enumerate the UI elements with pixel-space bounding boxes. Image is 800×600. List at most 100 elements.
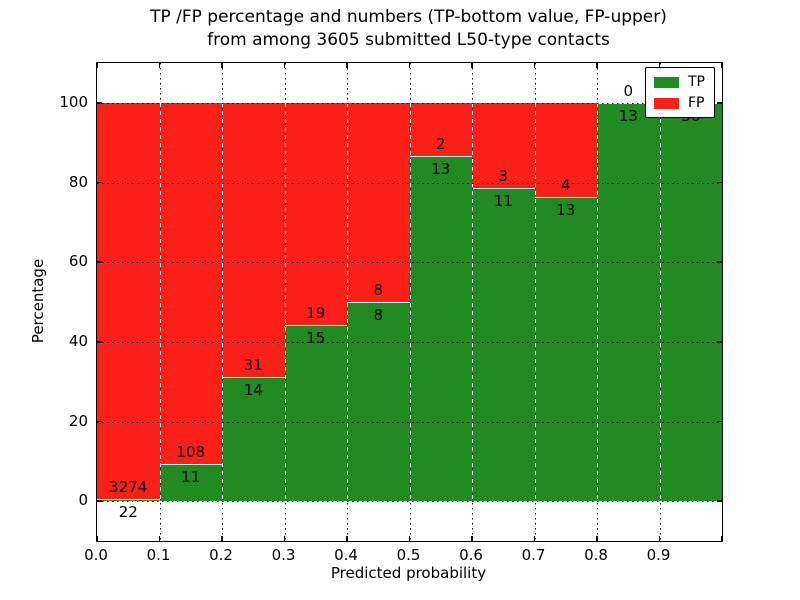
x-tick-label: 0.7 — [521, 546, 546, 564]
axis-tick — [97, 261, 102, 263]
axis-tick — [533, 536, 536, 541]
axis-tick — [721, 536, 723, 541]
x-tick-label: 0.8 — [584, 546, 608, 564]
axis-tick — [408, 63, 411, 68]
axis-tick — [221, 63, 223, 68]
axis-tick — [158, 536, 161, 541]
axis-tick — [596, 63, 598, 68]
axis-tick — [717, 181, 722, 184]
axis-tick — [97, 341, 102, 343]
axis-tick — [658, 63, 661, 68]
legend-entry-tp: TP — [654, 74, 705, 90]
x-gridline-overlay — [597, 102, 598, 502]
axis-tick — [346, 63, 348, 68]
y-gridline — [97, 102, 722, 104]
plot-area: 327422108113114191588213311413013036 TP … — [96, 62, 723, 542]
tp-count-label: 13 — [618, 106, 638, 125]
axis-tick — [283, 536, 286, 541]
fp-count-label: 3274 — [109, 477, 148, 496]
fp-count-label: 0 — [623, 81, 634, 100]
y-tick-label: 100 — [59, 92, 88, 111]
x-tick-label: 0.0 — [84, 546, 108, 564]
tp-bar-segment — [222, 377, 285, 502]
x-gridline-overlay — [534, 102, 536, 502]
axis-tick — [717, 341, 722, 343]
y-tick-label: 80 — [68, 172, 88, 191]
tp-count-label: 11 — [493, 192, 513, 211]
x-gridline-overlay — [472, 102, 473, 502]
x-tick-label: 0.5 — [396, 546, 421, 564]
fp-bar-segment — [347, 102, 410, 302]
axis-tick — [346, 536, 348, 541]
y-gridline — [97, 262, 722, 264]
tp-bar-segment — [159, 464, 222, 502]
axis-tick — [717, 420, 722, 423]
fp-bar-segment — [534, 102, 597, 197]
axis-tick — [97, 102, 102, 104]
legend-label-tp: TP — [688, 74, 705, 90]
tp-count-label: 13 — [431, 159, 451, 178]
x-gridline-overlay — [659, 102, 661, 502]
axis-tick — [283, 63, 286, 68]
x-gridline-overlay — [284, 102, 286, 502]
fp-bar-segment — [159, 102, 222, 465]
axis-tick — [471, 63, 473, 68]
y-axis-label: Percentage — [29, 258, 47, 344]
fp-color-swatch — [654, 97, 679, 109]
axis-tick — [97, 500, 102, 502]
fp-count-label: 3 — [498, 167, 509, 186]
y-tick-label: 20 — [68, 411, 88, 430]
x-gridline-overlay — [222, 102, 223, 502]
x-gridline-overlay — [159, 102, 161, 502]
legend: TP FP — [645, 67, 715, 118]
axis-tick — [97, 420, 102, 423]
axis-tick — [717, 500, 722, 502]
x-tick-label: 0.2 — [209, 546, 233, 564]
axis-tick — [596, 536, 598, 541]
fp-bar-segment — [222, 102, 285, 378]
x-tick-label: 0.6 — [459, 546, 483, 564]
x-axis-label: Predicted probability — [330, 564, 487, 582]
x-tick-label: 0.9 — [646, 546, 671, 564]
tp-bar-segment — [597, 102, 660, 502]
tp-bar-segment — [472, 188, 535, 502]
fp-bar-segment — [284, 102, 347, 326]
tp-bar-segment — [534, 196, 597, 502]
axis-tick — [97, 181, 102, 184]
legend-label-fp: FP — [688, 95, 705, 111]
x-tick-label: 0.1 — [146, 546, 171, 564]
tp-color-swatch — [654, 76, 679, 88]
tp-count-label: 13 — [556, 200, 576, 219]
x-tick-label: 0.3 — [271, 546, 296, 564]
tp-bar-segment — [659, 102, 722, 502]
chart-title-line2: from among 3605 submitted L50-type conta… — [207, 30, 610, 50]
y-gridline — [97, 501, 722, 503]
chart-title-line1: TP /FP percentage and numbers (TP-bottom… — [150, 7, 667, 27]
fp-count-label: 8 — [373, 281, 384, 299]
chart-title: TP /FP percentage and numbers (TP-bottom… — [96, 6, 721, 52]
tp-count-label: 8 — [373, 306, 384, 324]
tp-bar-segment — [284, 325, 347, 502]
fp-count-label: 4 — [560, 175, 571, 194]
y-tick-label: 40 — [68, 331, 88, 350]
axis-tick — [96, 63, 98, 68]
axis-tick — [408, 536, 411, 541]
axis-tick — [721, 63, 723, 68]
tp-bar-segment — [97, 498, 160, 502]
y-gridline — [97, 421, 722, 423]
x-gridline-overlay — [347, 102, 348, 502]
axis-tick — [158, 63, 161, 68]
legend-entry-fp: FP — [654, 95, 705, 111]
axis-tick — [658, 536, 661, 541]
y-gridline — [97, 341, 722, 343]
axis-tick — [96, 536, 98, 541]
x-tick-label: 0.4 — [334, 546, 358, 564]
y-tick-label: 0 — [78, 491, 88, 510]
tp-count-label: 14 — [243, 381, 263, 400]
fp-bar-segment — [472, 102, 535, 189]
x-gridline-overlay — [409, 102, 411, 502]
axis-tick — [471, 536, 473, 541]
tp-bar-segment — [409, 155, 472, 502]
axis-tick — [533, 63, 536, 68]
y-tick-label: 60 — [68, 252, 88, 271]
